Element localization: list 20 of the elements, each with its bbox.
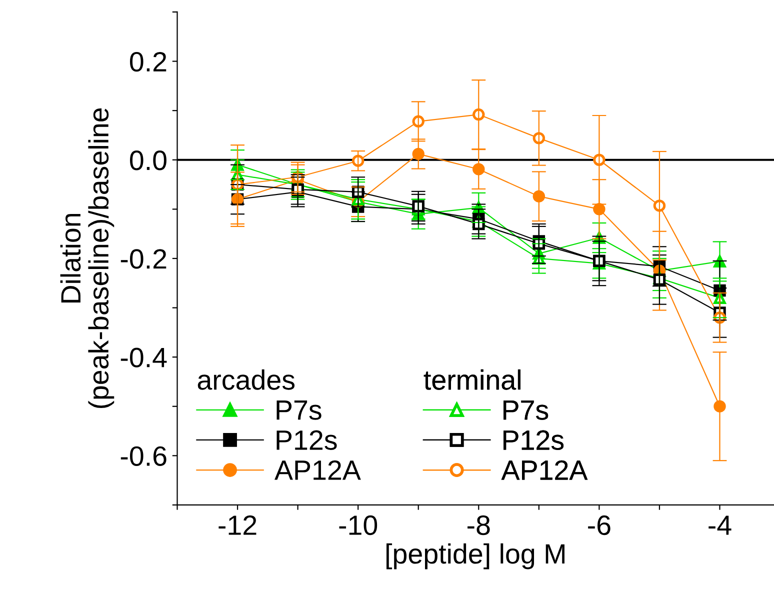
- x-tick-label: -10: [339, 515, 378, 536]
- legend-label: P7s: [504, 400, 548, 420]
- legend-label: AP12A: [501, 460, 588, 480]
- legend-label: AP12A: [274, 460, 361, 480]
- x-tick-label: -6: [588, 515, 610, 536]
- y-tick-label: -0.4: [120, 348, 167, 368]
- x-tick-label: -4: [708, 516, 732, 535]
- y-tick-label: 0.0: [130, 150, 166, 170]
- y-tick-label: -0.6: [120, 446, 166, 466]
- x-tick-label: -12: [218, 515, 256, 535]
- y-axis-title: Dilation (peak-baseline)/baseline: [60, 108, 114, 408]
- legend-label: P12s: [504, 430, 564, 450]
- x-tick-label: -8: [468, 515, 490, 536]
- annotation: arcades: [198, 369, 295, 390]
- y-tick-label: -0.2: [120, 249, 166, 269]
- y-tick-label: 0.2: [130, 52, 166, 72]
- legend-label: P12s: [276, 430, 337, 450]
- x-axis-title: [peptide] log M: [386, 543, 564, 570]
- annotation: terminal: [424, 369, 520, 390]
- legend-label: P7s: [276, 400, 322, 420]
